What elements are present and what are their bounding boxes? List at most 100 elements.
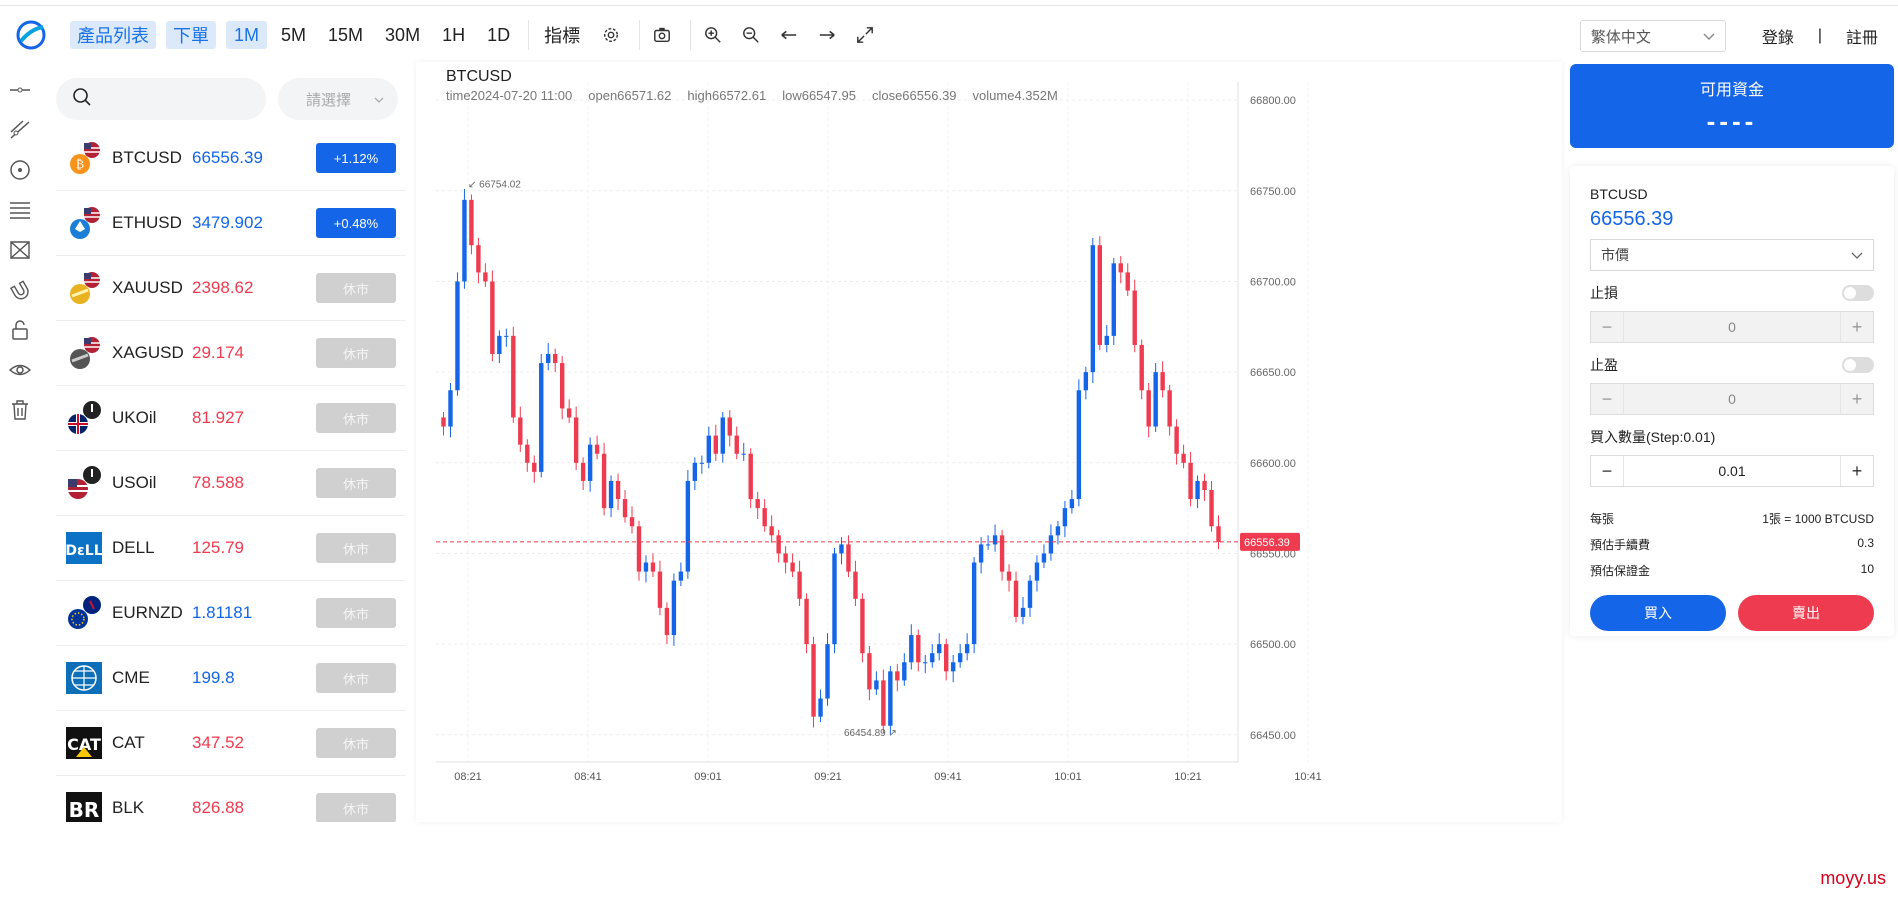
eye-icon[interactable] [0,350,40,390]
quantity-input[interactable]: 0.01 [1623,456,1841,486]
camera-icon[interactable] [648,21,676,49]
candle-body [448,390,453,427]
unlock-icon[interactable] [0,310,40,350]
language-select[interactable]: 繁体中文 [1579,20,1726,52]
candle-body [664,607,670,636]
candle-body [636,526,642,572]
take-profit-input[interactable]: 0 [1623,384,1841,414]
product-list-button[interactable]: 產品列表 [70,21,156,49]
quantity-plus-button[interactable]: + [1851,460,1863,481]
circle-tool-icon[interactable] [0,150,40,190]
candle-body [741,453,746,455]
candle-body [1090,245,1096,373]
fullscreen-icon[interactable] [851,21,879,49]
symbol-row-xagusd[interactable]: XAGUSD 29.174 休市 [56,321,406,386]
stop-loss-input[interactable]: 0 [1623,312,1841,342]
candle-body [916,635,921,663]
stop-loss-plus-button[interactable]: + [1851,316,1863,337]
app-logo-icon[interactable] [14,18,48,52]
symbol-row-cat[interactable]: CAT CAT 347.52 休市 [56,711,406,776]
login-link[interactable]: 登錄 [1761,30,1794,47]
ohlc-volume: volume4.352M [972,88,1058,103]
symbol-row-eurnzd[interactable]: EURNZD 1.81181 休市 [56,581,406,646]
buy-button[interactable]: 買入 [1590,595,1726,631]
candlestick-chart[interactable]: 66800.00 66750.00 66700.00 66650.00 66600.00… [416,62,1562,822]
register-link[interactable]: 註冊 [1845,30,1878,47]
timeframe-30m-button[interactable]: 30M [385,24,421,45]
symbol-row-blk[interactable]: BR BLK 826.88 休市 [56,776,406,822]
trash-icon[interactable] [0,390,40,430]
indicators-button[interactable]: 指標 [544,26,581,46]
spacer [1590,487,1874,501]
candle-body [818,698,823,717]
candle-body [776,535,781,554]
take-profit-stepper: − 0 + [1590,383,1874,415]
timeframe-1d-button[interactable]: 1D [487,24,511,45]
search-input[interactable] [100,90,250,108]
top-border [0,0,1898,6]
candle-body [1146,390,1151,427]
quantity-label: 買入數量(Step:0.01) [1590,429,1716,445]
symbol-row-cme[interactable]: CME 199.8 休市 [56,646,406,711]
symbol-row-usoil[interactable]: USOil 78.588 休市 [56,451,406,516]
symbol-name: CME [112,668,150,687]
magnet-icon[interactable] [0,270,40,310]
take-profit-minus-button[interactable]: − [1601,388,1613,409]
arrow-right-icon[interactable] [813,21,841,49]
symbol-row-ethusd[interactable]: ETHUSD 3479.902 +0.48% [56,191,406,256]
symbol-row-btcusd[interactable]: ₿ BTCUSD 66556.39 +1.12% [56,126,406,191]
symbol-price: 2398.62 [192,278,254,297]
order-type-select[interactable]: 市價 [1590,239,1874,271]
take-profit-toggle[interactable] [1842,357,1874,373]
horizontal-line-icon[interactable] [0,70,40,110]
arrow-left-icon[interactable] [775,21,803,49]
blk-logo-icon: BR [66,790,102,822]
gear-icon[interactable] [597,21,625,49]
symbol-row-dell[interactable]: DεLL DELL 125.79 休市 [56,516,406,581]
timeframe-1m-button[interactable]: 1M [226,21,268,49]
sell-button[interactable]: 賣出 [1738,595,1874,631]
candle-body [1153,372,1158,427]
ohlc-time: time2024-07-20 11:00 [446,88,573,103]
x-tick-label: 09:41 [934,771,962,783]
timeframe-5m-button[interactable]: 5M [281,24,307,45]
search-box[interactable] [56,78,266,120]
quantity-minus-button[interactable]: − [1601,460,1613,481]
dell-logo-icon: DεLL [65,530,103,566]
fib-lines-icon[interactable] [0,190,40,230]
change-badge: 休市 [316,663,396,693]
symbol-row-xauusd[interactable]: XAUUSD 2398.62 休市 [56,256,406,321]
candle-body [1069,499,1075,509]
candle-body [476,245,481,273]
zoom-out-icon[interactable] [737,21,765,49]
candle-body [811,644,816,717]
timeframe-15m-button[interactable]: 15M [328,24,364,45]
pattern-tool-icon[interactable] [0,230,40,270]
candle-body [594,444,600,454]
stop-loss-minus-button[interactable]: − [1601,316,1613,337]
change-badge: 休市 [316,533,396,563]
trend-line-icon[interactable] [0,110,40,150]
place-order-button[interactable]: 下單 [166,21,216,49]
candle-body [1027,580,1033,608]
change-badge: 休市 [316,468,396,498]
symbol-price: 1.81181 [192,603,253,622]
y-tick-label: 66750.00 [1250,186,1296,198]
stop-loss-toggle[interactable] [1842,285,1874,301]
symbol-row-ukoil[interactable]: UKOil 81.927 休市 [56,386,406,451]
category-select[interactable]: 請選擇 [278,78,398,120]
trade-buttons: 買入 賣出 [1590,595,1874,631]
chart-title: BTCUSD [446,68,512,85]
timeframe-1h-button[interactable]: 1H [442,24,466,45]
search-icon [72,87,92,112]
zoom-in-icon[interactable] [699,21,727,49]
symbol-price: 29.174 [192,343,244,362]
symbol-price: 81.927 [192,408,244,427]
take-profit-plus-button[interactable]: + [1851,388,1863,409]
candle-body [797,571,802,599]
candle-body [1118,263,1123,273]
symbol-price: 199.8 [192,668,235,687]
candle-body [1020,607,1026,617]
candle-body [657,571,663,608]
candle-body [462,199,467,282]
